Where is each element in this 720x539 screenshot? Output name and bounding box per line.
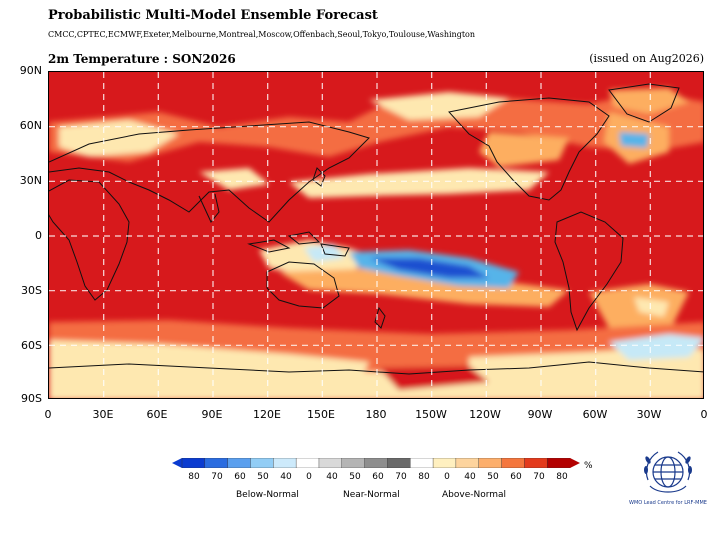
lat-label-30s: 30S [21,284,42,297]
lat-label-0: 0 [35,229,42,242]
lon-label-150e: 150E [307,408,335,421]
colorbar-cell [501,458,525,468]
colorbar-cell [546,458,571,468]
lon-label-30e: 30E [92,408,114,421]
colorbar-cell [387,458,411,468]
colorbar-cell [341,458,366,468]
contributing-centres: CMCC,CPTEC,ECMWF,Exeter,Melbourne,Montre… [48,30,476,39]
colorbar-cell [432,458,457,468]
colorbar-right-arrow [570,458,580,468]
colorbar-cell [410,458,434,468]
cb-tick-below-40: 40 [280,472,292,482]
cb-tick-below-80: 80 [188,472,200,482]
colorbar-cell [273,458,297,468]
colorbar [172,458,580,468]
cb-tick-below-70: 70 [211,472,223,482]
page-title: Probabilistic Multi-Model Ensemble Forec… [48,8,378,23]
lon-label-30w: 30W [636,408,662,421]
colorbar-cell [250,458,274,468]
lon-label-60w: 60W [582,408,608,421]
lat-label-90n: 90N [19,64,42,77]
forecast-map [48,71,704,399]
colorbar-left-arrow [172,458,182,468]
colorbar-cell [181,458,206,468]
colorbar-unit: % [584,461,593,471]
probability-shading [49,88,703,398]
cb-tick-near-70: 70 [395,472,407,482]
map-subtitle: 2m Temperature : SON2026 [48,52,236,66]
category-above-normal: Above-Normal [442,490,507,500]
cb-tick-above-80: 80 [556,472,568,482]
category-below-normal: Below-Normal [236,490,299,500]
cb-tick-near-0: 0 [306,472,312,482]
lon-label-120e: 120E [253,408,281,421]
lon-label-0-end: 0 [700,408,708,421]
wmo-logo [644,451,692,493]
colorbar-cell [227,458,251,468]
lat-label-90s: 90S [21,392,42,405]
lat-label-30n: 30N [19,174,42,187]
cb-tick-below-50: 50 [257,472,269,482]
cb-tick-near-80: 80 [418,472,430,482]
category-near-normal: Near-Normal [343,490,400,500]
lon-label-150w: 150W [415,408,447,421]
probability-field [49,72,703,398]
lon-label-120w: 120W [469,408,501,421]
cb-tick-near-50: 50 [349,472,361,482]
cb-tick-above-40: 40 [464,472,476,482]
cb-tick-near-40: 40 [326,472,338,482]
colorbar-cell [524,458,548,468]
cb-tick-above-70: 70 [533,472,545,482]
issued-date: (issued on Aug2026) [589,52,704,65]
colorbar-cell [295,458,320,468]
cb-tick-above-60: 60 [510,472,522,482]
lon-label-180: 180 [365,408,387,421]
cb-tick-above-50: 50 [487,472,499,482]
colorbar-cell [455,458,480,468]
cb-tick-near-60: 60 [372,472,384,482]
colorbar-cell [204,458,229,468]
coastlines [49,83,703,375]
cb-tick-below-60: 60 [234,472,246,482]
lon-label-60e: 60E [146,408,168,421]
logo-caption: WMO Lead Centre for LRF-MME [629,500,707,506]
cb-tick-above-0: 0 [444,472,450,482]
lat-label-60n: 60N [19,119,42,132]
colorbar-cell [478,458,503,468]
lon-label-90e: 90E [201,408,223,421]
lon-label-0: 0 [44,408,52,421]
lon-label-90w: 90W [527,408,553,421]
colorbar-cell [364,458,388,468]
lat-label-60s: 60S [21,339,42,352]
colorbar-cell [318,458,343,468]
